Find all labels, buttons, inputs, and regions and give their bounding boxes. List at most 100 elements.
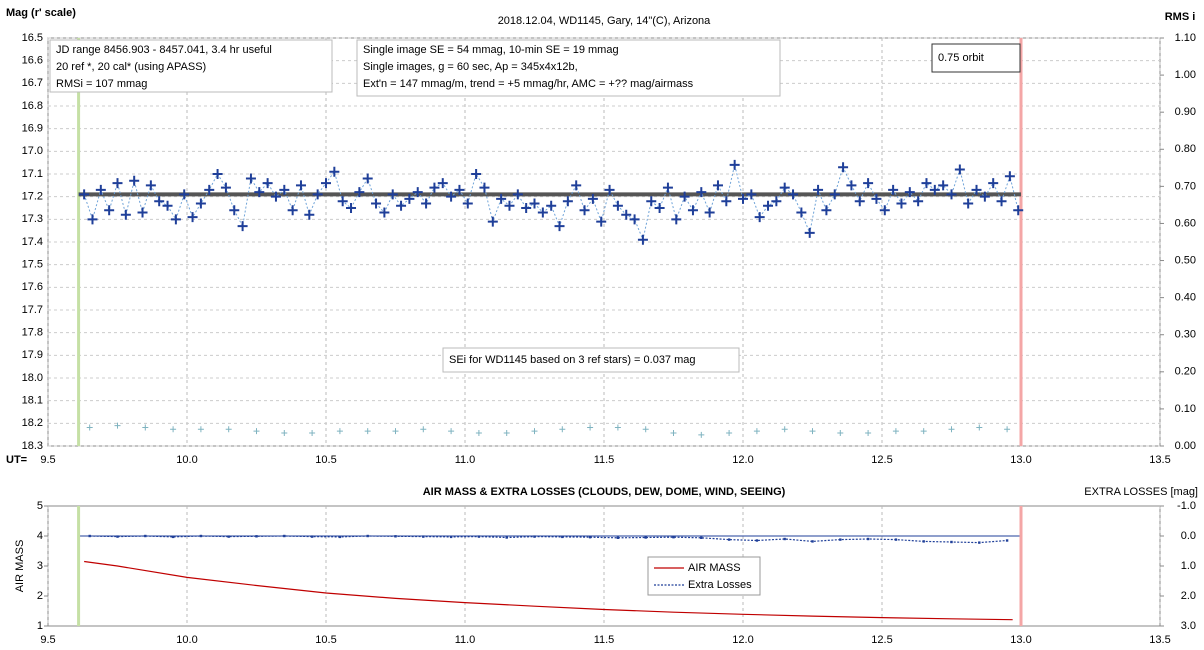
data-point xyxy=(471,169,482,179)
data-point xyxy=(679,191,690,202)
legend-label: AIR MASS xyxy=(688,562,741,574)
data-point xyxy=(225,426,232,433)
x-tick-label: 11.5 xyxy=(594,634,615,646)
data-point xyxy=(704,207,715,218)
data-point xyxy=(95,184,106,195)
data-point xyxy=(587,424,594,431)
y-tick-label: 5 xyxy=(37,500,43,512)
x-tick-label: 13.5 xyxy=(1149,454,1170,466)
y-tick-label: 17.1 xyxy=(22,168,43,180)
data-point xyxy=(788,189,799,200)
data-point xyxy=(412,187,423,198)
y-tick-label: 16.5 xyxy=(22,32,43,44)
data-point xyxy=(865,430,872,437)
y-tick-label: 4 xyxy=(37,530,43,542)
data-point xyxy=(437,178,448,189)
data-point xyxy=(604,184,615,195)
data-point xyxy=(948,426,955,433)
data-point xyxy=(212,169,223,179)
data-point xyxy=(644,536,647,539)
data-point xyxy=(304,209,315,220)
data-point xyxy=(978,541,981,544)
series-line xyxy=(84,560,1013,621)
x-tick-label: 9.5 xyxy=(40,454,55,466)
series-line xyxy=(83,164,1019,242)
data-point xyxy=(87,214,98,225)
data-point xyxy=(754,212,765,223)
y-axis-label: AIR MASS xyxy=(14,540,26,593)
data-point xyxy=(896,198,907,209)
annotation-text: Single image SE = 54 mmag, 10-min SE = 1… xyxy=(363,44,619,56)
x-tick-label: 10.0 xyxy=(176,454,197,466)
y2-axis-label: RMS i xyxy=(1165,11,1196,23)
data-point xyxy=(729,159,740,170)
data-point xyxy=(245,173,256,184)
y2-tick-label: 0.50 xyxy=(1175,254,1196,266)
data-point xyxy=(996,196,1007,207)
data-point xyxy=(142,424,149,431)
data-point xyxy=(963,198,974,209)
data-point xyxy=(279,184,290,195)
data-point xyxy=(712,180,723,191)
data-point xyxy=(796,207,807,218)
data-point xyxy=(114,422,121,429)
data-point xyxy=(420,426,427,433)
data-point xyxy=(838,162,849,173)
data-point xyxy=(804,227,815,238)
data-point xyxy=(362,173,373,184)
data-point xyxy=(879,205,890,216)
data-point xyxy=(503,430,510,437)
annotation-text: RMSi = 107 mmag xyxy=(56,78,147,90)
data-point xyxy=(821,205,832,216)
data-point xyxy=(396,200,407,211)
data-point xyxy=(120,209,131,220)
data-point xyxy=(946,189,957,200)
data-point xyxy=(475,430,482,437)
data-point xyxy=(913,196,924,207)
data-point xyxy=(533,535,536,538)
data-point xyxy=(596,216,607,227)
data-point xyxy=(529,198,540,209)
x-tick-label: 11.0 xyxy=(455,634,476,646)
chart-title: AIR MASS & EXTRA LOSSES (CLOUDS, DEW, DO… xyxy=(423,486,786,498)
y-tick-label: 18.3 xyxy=(22,440,43,452)
data-point xyxy=(866,537,870,541)
data-point xyxy=(504,200,515,211)
data-point xyxy=(971,184,982,195)
data-point xyxy=(671,214,682,225)
series-line xyxy=(89,535,1008,544)
data-point xyxy=(1004,171,1015,182)
y2-tick-label: 1.10 xyxy=(1175,32,1196,44)
data-point xyxy=(561,535,564,539)
data-point xyxy=(170,214,181,225)
data-point xyxy=(112,178,123,189)
data-point xyxy=(179,189,190,200)
data-point xyxy=(904,187,915,198)
data-point xyxy=(309,430,316,437)
data-point xyxy=(888,184,899,195)
data-point xyxy=(79,189,90,200)
annotation-box xyxy=(356,39,781,97)
x-tick-label: 12.5 xyxy=(871,634,892,646)
data-point xyxy=(612,200,623,211)
data-point xyxy=(559,426,566,433)
data-point xyxy=(954,164,965,175)
data-point xyxy=(781,426,788,433)
y-tick-label: 17.7 xyxy=(22,304,43,316)
data-point xyxy=(310,535,314,538)
data-point xyxy=(237,221,248,232)
y-tick-label: 18.1 xyxy=(22,395,43,407)
data-point xyxy=(255,535,258,538)
data-point xyxy=(988,178,999,189)
data-point xyxy=(813,184,824,195)
data-point xyxy=(938,180,949,191)
data-point xyxy=(727,538,731,541)
data-point xyxy=(505,536,508,539)
data-point xyxy=(312,189,323,200)
data-point xyxy=(894,538,898,541)
y-tick-label: 17.5 xyxy=(22,259,43,271)
y-tick-label: 18.2 xyxy=(22,417,43,429)
data-point xyxy=(270,191,281,202)
data-point xyxy=(579,205,590,216)
data-point xyxy=(449,535,453,539)
